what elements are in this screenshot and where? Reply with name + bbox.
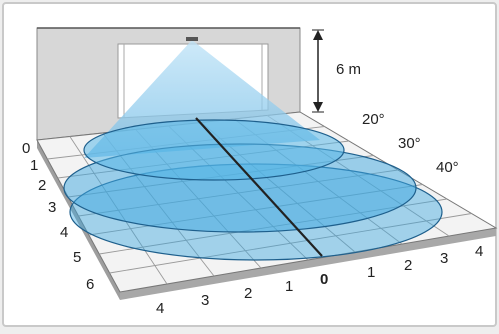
- front-label-right: 1: [367, 264, 375, 281]
- front-label-right: 4: [475, 243, 483, 260]
- ruler-arrow-icon: [312, 29, 324, 113]
- floor-edge-left: [37, 140, 120, 300]
- front-origin-label: 0: [320, 271, 328, 288]
- sensor-icon: [186, 37, 198, 41]
- left-axis-label: 5: [73, 249, 81, 266]
- grid-line: [109, 213, 472, 274]
- front-label-left: 2: [244, 285, 252, 302]
- angle-label-30: 30°: [398, 135, 421, 152]
- zone-20-degrees: [83, 119, 345, 181]
- floor-edge-front: [120, 228, 496, 300]
- left-axis-label: 6: [86, 276, 94, 293]
- front-label-right: 3: [440, 250, 448, 267]
- front-label-right: 2: [404, 257, 412, 274]
- left-axis-label: 0: [22, 140, 30, 157]
- angle-label-40: 40°: [436, 159, 459, 176]
- angle-label-20: 20°: [362, 111, 385, 128]
- center-line: [195, 117, 323, 257]
- height-label: 6 m: [336, 61, 361, 78]
- front-label-left: 4: [156, 300, 164, 317]
- left-axis-label: 2: [38, 177, 46, 194]
- front-label-left: 3: [201, 292, 209, 309]
- left-axis-label: 4: [60, 224, 68, 241]
- left-axis-label: 3: [48, 199, 56, 216]
- left-axis-label: 1: [30, 157, 38, 174]
- front-label-left: 1: [285, 278, 293, 295]
